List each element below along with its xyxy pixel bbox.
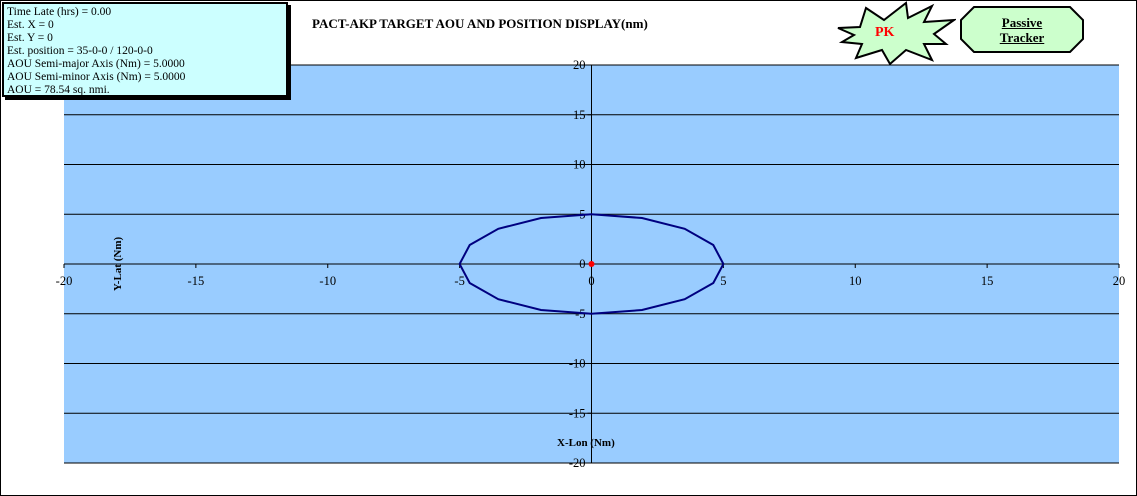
passive-tracker-label[interactable]: Passive Tracker	[960, 15, 1084, 45]
aou-text: AOU = 78.54 sq. nmi.	[7, 84, 283, 97]
y-tick-label: -20	[569, 456, 586, 470]
chart-title: PACT-AKP TARGET AOU AND POSITION DISPLAY…	[312, 16, 648, 32]
y-axis-label: Y-Lat (Nm)	[112, 237, 124, 292]
est-x-text: Est. X = 0	[7, 19, 283, 32]
x-tick-label: 5	[720, 274, 726, 288]
y-tick-label: 10	[573, 158, 586, 172]
x-tick-label: 10	[849, 274, 862, 288]
x-tick-label: -10	[319, 274, 336, 288]
x-axis-label: X-Lon (Nm)	[557, 437, 615, 449]
y-tick-label: 20	[573, 58, 586, 72]
x-tick-label: -20	[56, 274, 73, 288]
y-tick-label: 15	[573, 108, 586, 122]
semi-minor-text: AOU Semi-minor Axis (Nm) = 5.0000	[7, 71, 283, 84]
x-tick-label: 15	[981, 274, 994, 288]
x-tick-label: 20	[1113, 274, 1126, 288]
pk-label: PK	[875, 25, 894, 41]
x-tick-label: 0	[588, 274, 594, 288]
est-position-text: Est. position = 35-0-0 / 120-0-0	[7, 45, 283, 58]
passive-tracker-line2: Tracker	[960, 30, 1084, 45]
y-tick-label: 0	[579, 257, 585, 271]
pk-badge	[836, 0, 956, 66]
y-tick-label: -15	[569, 406, 586, 420]
passive-tracker-line1: Passive	[960, 15, 1084, 30]
info-box: Time Late (hrs) = 0.00 Est. X = 0 Est. Y…	[2, 2, 288, 97]
semi-major-text: AOU Semi-major Axis (Nm) = 5.0000	[7, 58, 283, 71]
est-y-text: Est. Y = 0	[7, 32, 283, 45]
time-late-text: Time Late (hrs) = 0.00	[7, 6, 283, 19]
explosion-shape	[838, 3, 954, 64]
x-tick-label: -15	[188, 274, 205, 288]
x-tick-label: -5	[454, 274, 464, 288]
y-tick-label: -10	[569, 357, 586, 371]
estimated-position-point	[589, 261, 595, 267]
